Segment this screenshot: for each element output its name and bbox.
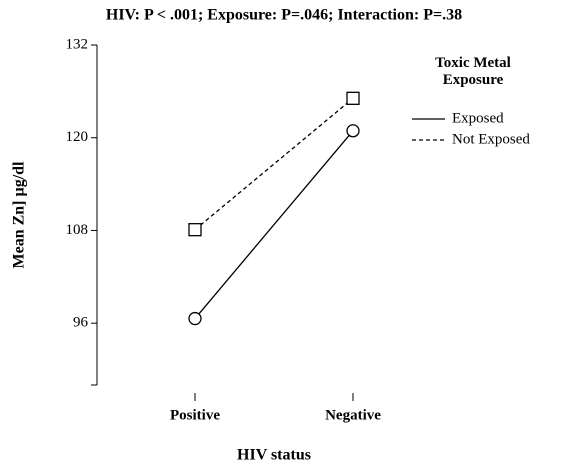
x-tick-label: Positive [170,407,220,423]
series-line [194,130,354,319]
point [346,124,360,138]
x-axis-label: HIV status [237,447,311,464]
x-tick-label: Negative [325,407,381,423]
legend-label: Exposed [452,110,504,126]
y-tick-label: 108 [66,222,89,238]
y-tick-label: 132 [66,36,89,52]
point [188,311,202,326]
point [188,223,202,237]
y-tick-label: 120 [66,129,89,145]
legend-title: Toxic Metal Exposure [435,55,511,88]
legend-label: Not Exposed [452,131,530,147]
y-axis-label: Mean Zn] µg/dl [11,161,28,269]
point [346,91,360,105]
series-line [194,97,354,231]
chart-title: HIV: P < .001; Exposure: P=.046; Interac… [106,7,462,24]
y-tick-label: 96 [73,315,89,331]
